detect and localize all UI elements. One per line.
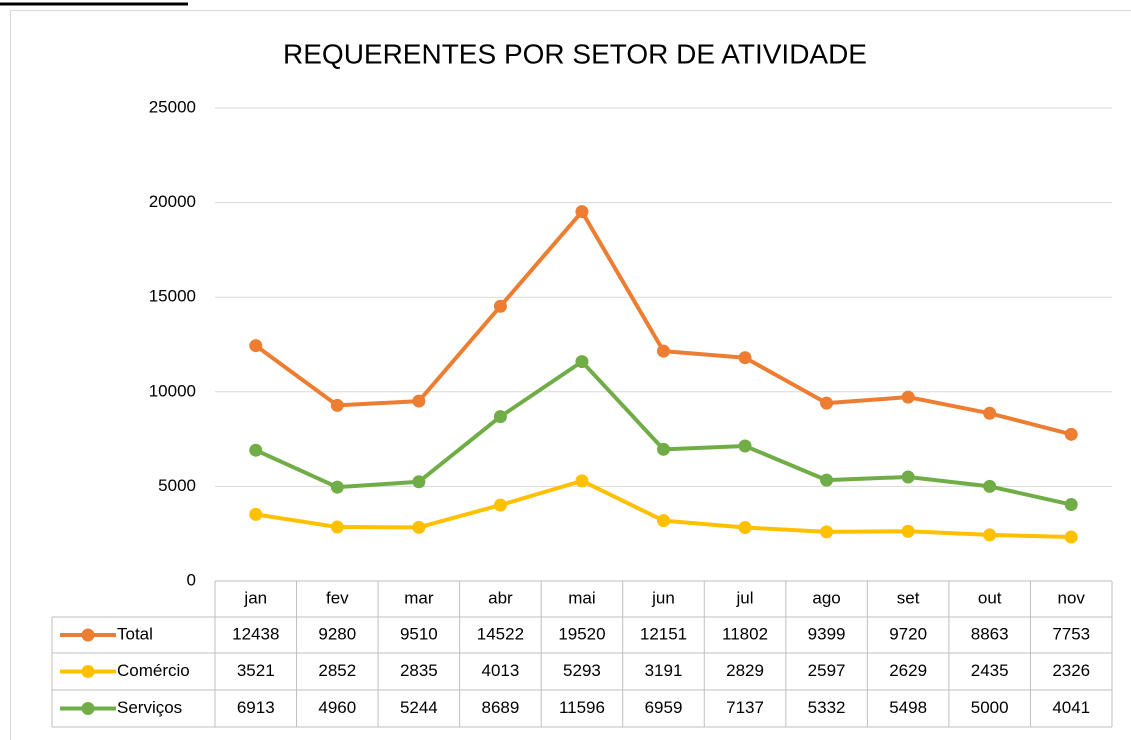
marker <box>249 507 263 521</box>
marker <box>1064 427 1078 441</box>
marker <box>738 351 752 365</box>
marker <box>575 355 589 369</box>
series-line <box>255 478 1072 539</box>
table-cell: 5244 <box>400 698 438 717</box>
table-cell: 2829 <box>726 661 764 680</box>
table-cell: 7137 <box>726 698 764 717</box>
table-cell: 19520 <box>558 624 605 643</box>
x-tick-label: jul <box>736 588 754 607</box>
marker <box>901 390 915 404</box>
table-cell: 12151 <box>640 624 687 643</box>
table-cell: 9399 <box>808 624 846 643</box>
marker <box>657 514 670 528</box>
marker <box>738 520 752 534</box>
x-tick-label: nov <box>1058 588 1086 607</box>
marker <box>738 439 752 453</box>
table-cell: 6959 <box>645 698 683 717</box>
marker <box>412 520 426 534</box>
table-cell: 8863 <box>971 624 1009 643</box>
marker <box>330 398 344 412</box>
marker <box>820 525 834 539</box>
table-cell: 2629 <box>889 661 927 680</box>
marker <box>493 498 507 512</box>
table-cell: 3191 <box>645 661 683 680</box>
marker <box>493 410 507 424</box>
table-cell: 9720 <box>889 624 927 643</box>
marker <box>249 339 263 353</box>
table-cell: 3521 <box>237 661 275 680</box>
marker <box>1064 498 1078 512</box>
y-tick-label: 5000 <box>158 476 196 495</box>
y-tick-label: 25000 <box>149 97 196 116</box>
legend-label: Total <box>117 624 153 643</box>
legend-marker <box>81 702 95 715</box>
marker <box>983 479 997 493</box>
marker <box>575 205 589 219</box>
x-tick-label: ago <box>812 588 840 607</box>
marker <box>901 470 915 484</box>
marker <box>330 520 344 534</box>
table-cell: 4013 <box>481 661 519 680</box>
marker <box>657 442 670 456</box>
table-cell: 5000 <box>971 698 1009 717</box>
legend-label: Comércio <box>117 661 190 680</box>
table-cell: 12438 <box>232 624 279 643</box>
x-tick-label: mai <box>568 588 595 607</box>
table-cell: 2435 <box>971 661 1009 680</box>
marker <box>1064 530 1078 544</box>
x-tick-label: jan <box>243 588 267 607</box>
table-cell: 11596 <box>559 698 605 717</box>
x-tick-label: out <box>978 588 1002 607</box>
table-cell: 5293 <box>563 661 601 680</box>
marker <box>901 524 915 538</box>
table-cell: 2326 <box>1052 661 1090 680</box>
y-tick-label: 15000 <box>149 287 196 306</box>
legend-label: Serviços <box>117 698 182 717</box>
x-tick-label: abr <box>488 588 513 607</box>
chart-title: REQUERENTES POR SETOR DE ATIVIDADE <box>283 38 867 69</box>
marker <box>983 528 997 542</box>
legend-marker <box>81 628 95 642</box>
table-cell: 9280 <box>318 624 356 643</box>
y-tick-label: 10000 <box>149 381 196 400</box>
marker <box>249 443 263 457</box>
table-cell: 9510 <box>400 624 438 643</box>
x-tick-label: set <box>897 588 920 607</box>
y-tick-label: 20000 <box>149 192 196 211</box>
table-cell: 4041 <box>1052 698 1090 717</box>
series-line <box>254 209 1072 437</box>
x-tick-label: fev <box>326 588 349 607</box>
x-tick-label: jun <box>651 588 675 607</box>
series-line <box>254 359 1072 507</box>
table-cell: 6913 <box>237 698 275 717</box>
marker <box>575 474 589 488</box>
marker <box>983 406 997 420</box>
marker <box>820 473 834 487</box>
legend-marker <box>81 665 95 678</box>
table-cell: 5498 <box>889 698 927 717</box>
marker <box>412 475 426 489</box>
table-cell: 14522 <box>477 624 524 643</box>
table-cell: 11802 <box>722 624 768 643</box>
y-tick-label: 0 <box>187 570 196 589</box>
table-cell: 2597 <box>808 661 846 680</box>
table-cell: 8689 <box>481 698 519 717</box>
table-cell: 2852 <box>318 661 356 680</box>
table-cell: 5332 <box>808 698 846 717</box>
marker <box>493 299 507 313</box>
chart-border <box>10 10 1131 740</box>
marker <box>330 480 344 494</box>
marker <box>412 394 426 408</box>
marker <box>657 344 670 358</box>
table-cell: 2835 <box>400 661 438 680</box>
x-tick-label: mar <box>404 588 434 607</box>
marker <box>820 396 834 410</box>
table-cell: 7753 <box>1052 624 1090 643</box>
table-cell: 4960 <box>318 698 356 717</box>
